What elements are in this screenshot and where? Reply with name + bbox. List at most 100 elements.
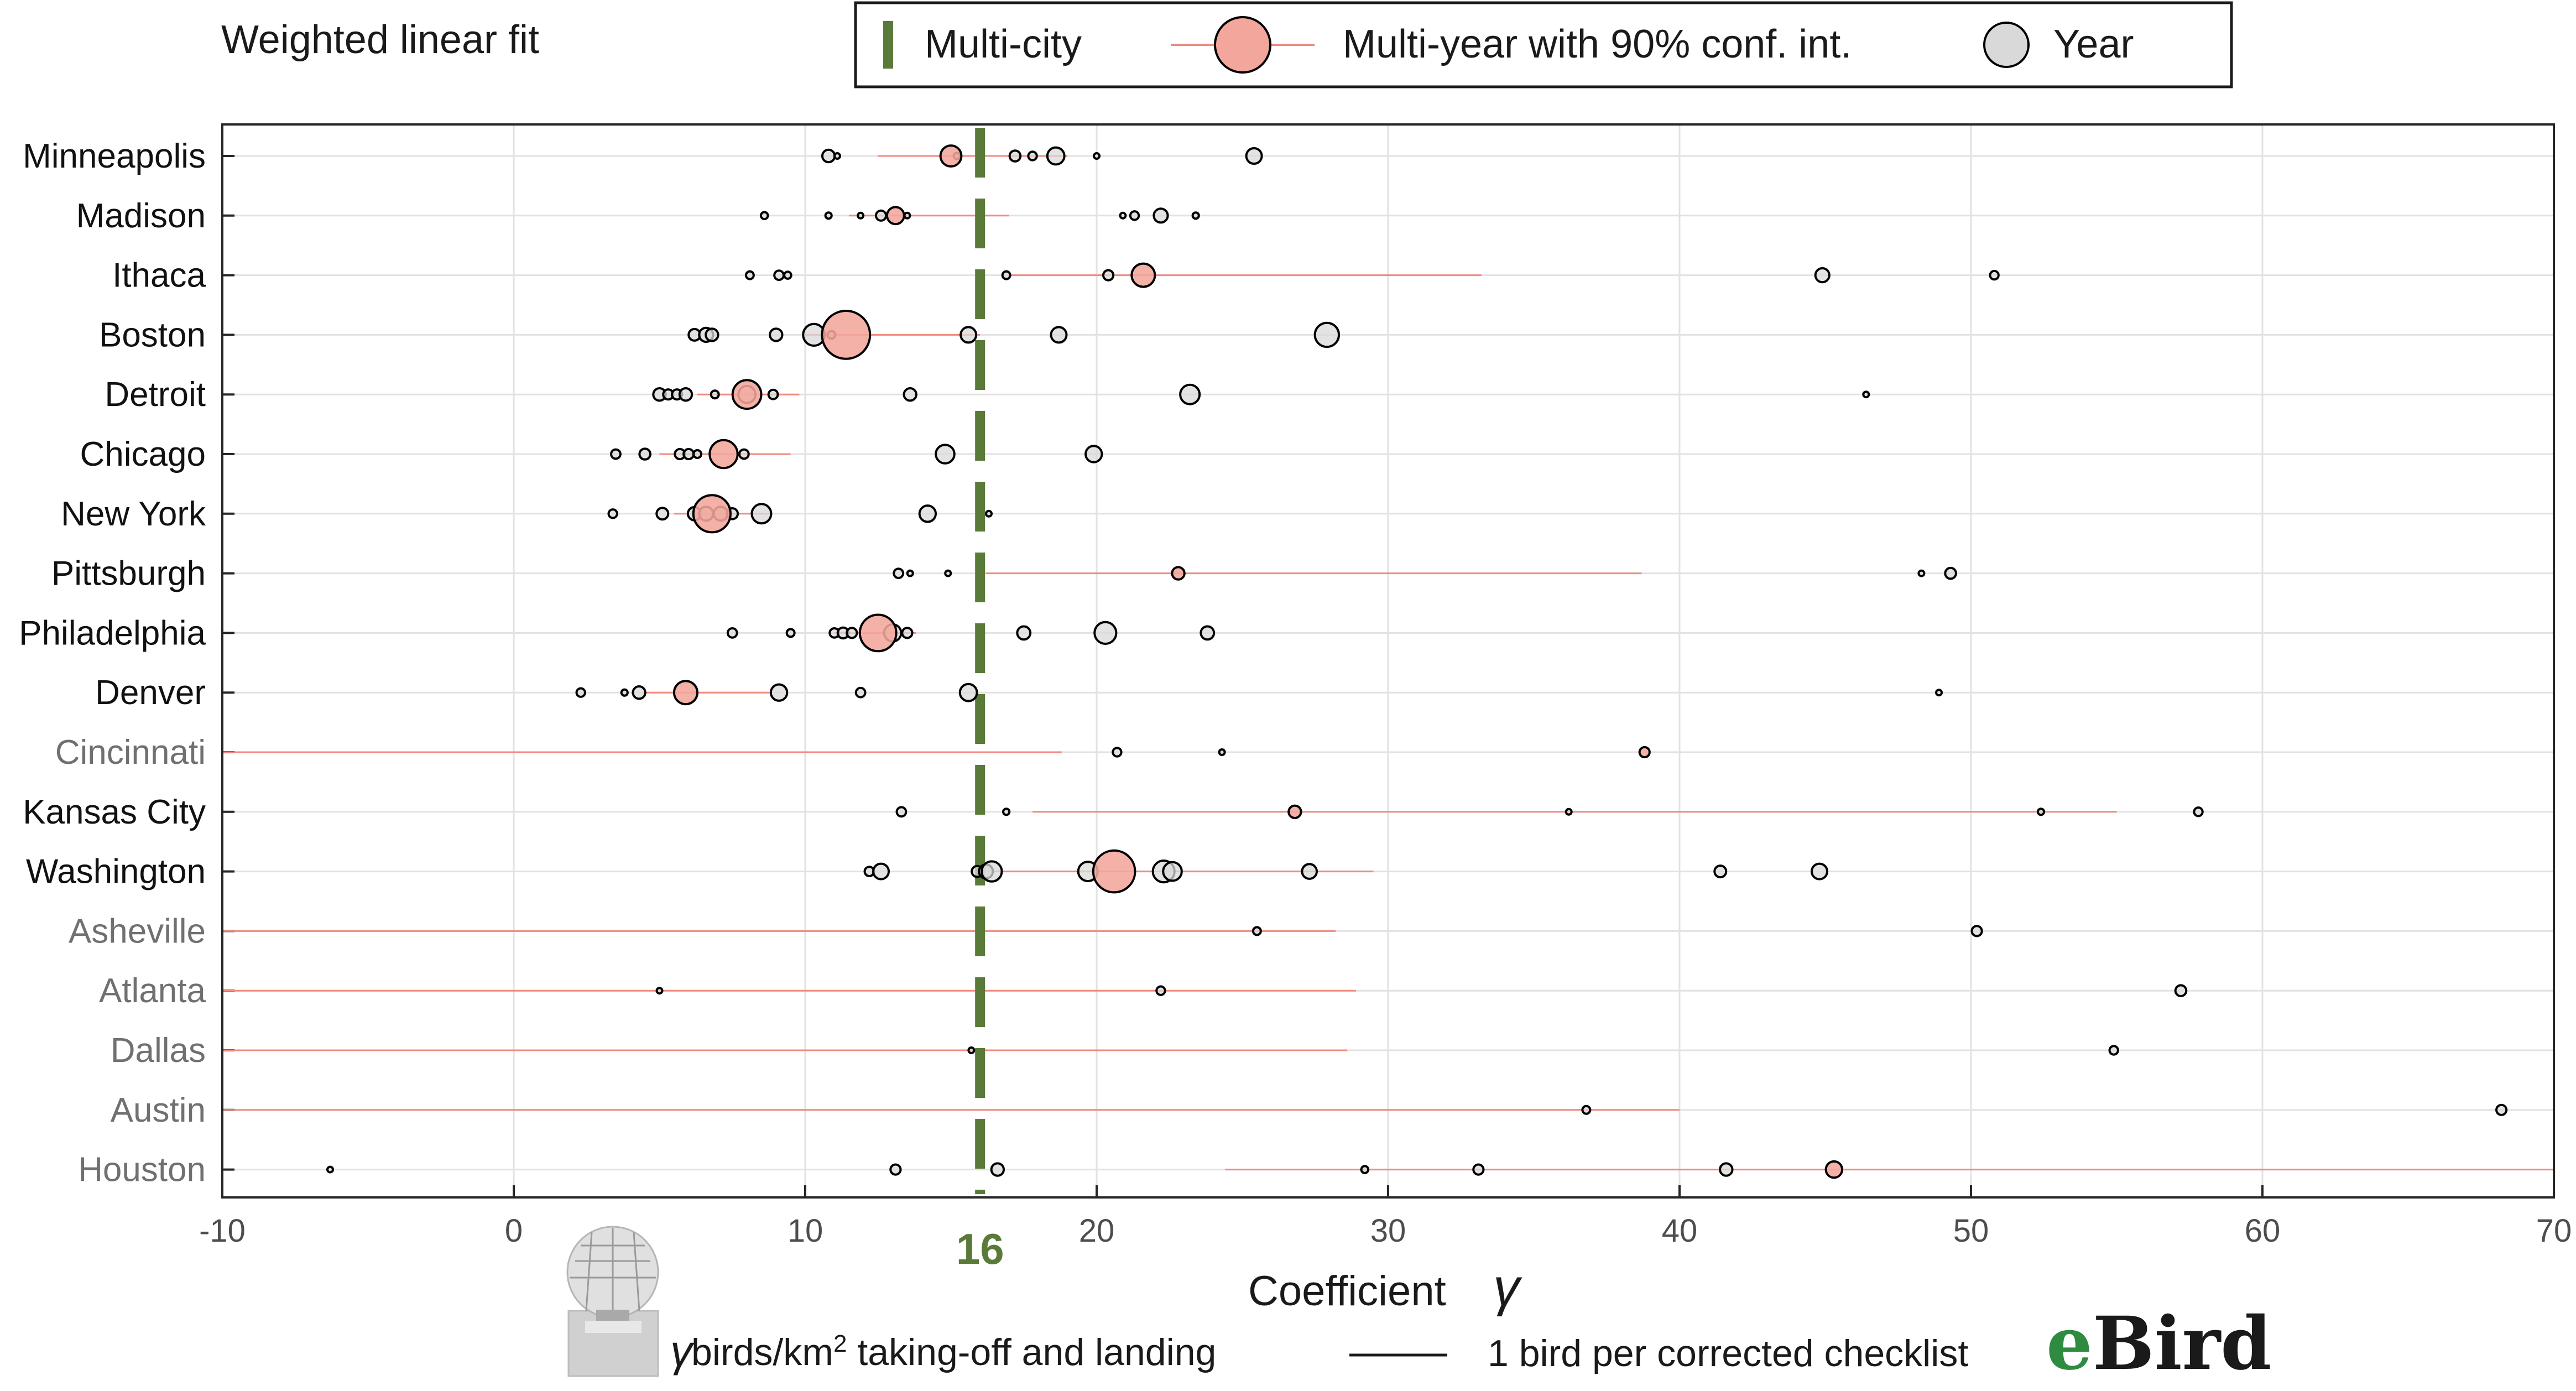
year-marker-detroit	[1179, 383, 1201, 405]
confidence-intervals	[222, 155, 2554, 1171]
year-marker-asheville	[1970, 925, 1983, 937]
year-marker-houston	[1719, 1162, 1734, 1177]
year-marker-washington	[1713, 864, 1728, 879]
city-label-philadelphia: Philadelphia	[19, 614, 206, 652]
year-marker-cincinnati	[1112, 747, 1123, 758]
year-marker-minneapolis	[1008, 149, 1022, 163]
year-marker-kansas-city	[1565, 807, 1573, 816]
year-marker-austin	[1581, 1105, 1592, 1115]
multi-year-marker-houston	[1824, 1160, 1844, 1179]
year-marker-pittsburgh	[1917, 569, 1926, 577]
footer-birds-label-b: taking-off and landing	[847, 1331, 1216, 1373]
year-marker-washington	[1810, 862, 1828, 881]
year-marker-boston	[769, 327, 784, 342]
year-marker-houston	[889, 1163, 902, 1176]
year-marker-boston	[960, 326, 978, 344]
year-marker-boston	[1050, 326, 1068, 344]
multi-year-marker-boston	[821, 310, 872, 360]
city-label-ithaca: Ithaca	[112, 257, 206, 295]
year-marker-pittsburgh	[944, 569, 952, 577]
year-marker-chicago	[935, 444, 956, 465]
legend-year-marker	[1983, 22, 2030, 68]
city-label-madison: Madison	[76, 197, 206, 235]
multi-year-marker-detroit	[731, 379, 763, 410]
multi-year-markers	[672, 144, 1844, 1179]
year-marker-denver	[575, 687, 586, 698]
city-label-washington: Washington	[26, 853, 206, 891]
year-marker-houston	[326, 1165, 334, 1174]
year-marker-chicago	[738, 448, 750, 460]
city-label-cincinnati: Cincinnati	[55, 733, 206, 772]
year-marker-new-york	[607, 508, 618, 519]
year-marker-houston	[1360, 1165, 1370, 1174]
year-marker-madison	[759, 211, 769, 221]
year-marker-kansas-city	[895, 806, 908, 818]
year-marker-ithaca	[783, 270, 792, 280]
year-marker-austin	[2495, 1103, 2508, 1116]
year-marker-houston	[990, 1162, 1005, 1177]
year-marker-asheville	[1252, 926, 1262, 936]
year-marker-new-york	[750, 503, 773, 525]
multi-year-marker-denver	[672, 680, 698, 706]
year-marker-washington	[1301, 863, 1318, 880]
year-marker-madison	[1129, 210, 1140, 221]
multi-year-marker-ithaca	[1130, 262, 1156, 288]
radar-dome-icon	[566, 1226, 659, 1377]
year-marker-denver	[854, 686, 867, 699]
city-label-austin: Austin	[111, 1091, 206, 1129]
year-marker-boston	[1313, 321, 1341, 348]
year-marker-washington	[872, 862, 890, 881]
chart-title: Weighted linear fit	[221, 18, 539, 62]
year-marker-minneapolis	[1245, 147, 1263, 165]
footer-birds-label-a: birds/km	[691, 1331, 833, 1373]
x-tick-label: 0	[505, 1213, 523, 1249]
city-label-kansas-city: Kansas City	[23, 793, 206, 831]
legend-multi-year-marker	[1214, 16, 1271, 74]
grid	[221, 124, 2555, 1197]
year-marker-minneapolis	[1046, 146, 1066, 166]
year-marker-new-york	[655, 507, 670, 521]
year-marker-ithaca	[1102, 269, 1115, 282]
year-marker-madison	[1191, 211, 1200, 220]
year-marker-madison	[1119, 211, 1127, 220]
plot-frame	[221, 123, 2555, 1199]
x-tick-label: 10	[788, 1213, 823, 1249]
year-marker-denver	[632, 685, 646, 700]
legend-year-label: Year	[2053, 22, 2134, 66]
year-marker-ithaca	[1814, 267, 1831, 284]
year-marker-ithaca	[1989, 269, 2000, 281]
year-marker-boston	[705, 327, 719, 342]
year-marker-kansas-city	[2036, 807, 2046, 816]
multi-year-marker-pittsburgh	[1171, 566, 1186, 581]
footer-birds-label: birds/km2 taking-off and landing	[691, 1330, 1216, 1374]
footer-gamma-symbol: γ	[670, 1326, 695, 1376]
x-tick-label: 40	[1662, 1213, 1698, 1249]
year-marker-houston	[1472, 1163, 1485, 1176]
year-marker-washington	[1162, 861, 1183, 882]
year-marker-denver	[1935, 689, 1943, 697]
x-axis-label: Coefficient γ	[1248, 1258, 1522, 1317]
x-axis-label-symbol: γ	[1493, 1258, 1522, 1317]
year-marker-kansas-city	[2193, 806, 2204, 817]
year-marker-chicago	[682, 447, 695, 461]
year-marker-new-york	[985, 509, 993, 518]
year-marker-pittsburgh	[906, 569, 914, 577]
year-marker-philadelphia	[785, 628, 796, 638]
legend-multi-city-label: Multi-city	[925, 22, 1082, 66]
city-label-asheville: Asheville	[69, 912, 206, 950]
multi-year-marker-philadelphia	[858, 613, 898, 653]
year-marker-minneapolis	[1093, 152, 1101, 160]
multi-year-marker-kansas-city	[1287, 804, 1302, 820]
year-marker-philadelphia	[726, 627, 738, 639]
year-marker-detroit	[767, 388, 779, 400]
year-marker-washington	[981, 860, 1003, 883]
legend-multi-city-swatch	[883, 21, 893, 69]
x-tick-label: 20	[1079, 1213, 1115, 1249]
year-marker-minneapolis	[833, 152, 841, 160]
year-marker-denver	[620, 688, 629, 697]
city-label-atlanta: Atlanta	[99, 972, 206, 1010]
x-tick-label: 50	[1953, 1213, 1989, 1249]
x-tick-label: 30	[1370, 1213, 1406, 1249]
legend-multi-year-label: Multi-year with 90% conf. int.	[1343, 22, 1852, 66]
